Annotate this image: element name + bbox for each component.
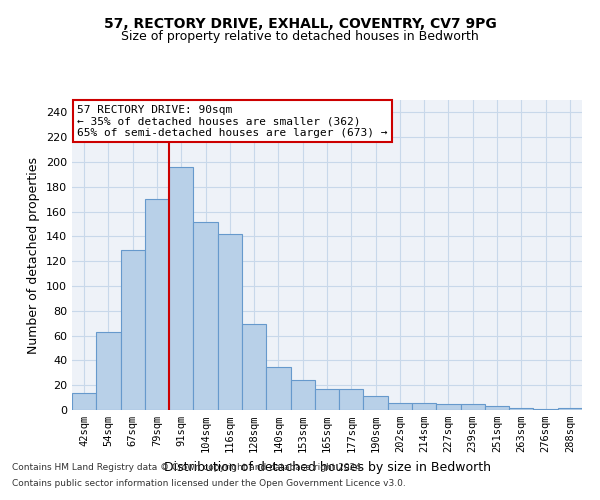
Bar	[436, 404, 461, 410]
Bar	[290, 380, 315, 410]
Bar	[485, 406, 509, 410]
Text: 57 RECTORY DRIVE: 90sqm
← 35% of detached houses are smaller (362)
65% of semi-d: 57 RECTORY DRIVE: 90sqm ← 35% of detache…	[77, 104, 388, 138]
Bar	[558, 408, 582, 410]
Bar	[218, 234, 242, 410]
Text: 57, RECTORY DRIVE, EXHALL, COVENTRY, CV7 9PG: 57, RECTORY DRIVE, EXHALL, COVENTRY, CV7…	[104, 18, 496, 32]
Bar	[193, 222, 218, 410]
Bar	[266, 366, 290, 410]
Text: Contains public sector information licensed under the Open Government Licence v3: Contains public sector information licen…	[12, 478, 406, 488]
Bar	[169, 167, 193, 410]
Text: Contains HM Land Registry data © Crown copyright and database right 2024.: Contains HM Land Registry data © Crown c…	[12, 464, 364, 472]
Bar	[533, 409, 558, 410]
Bar	[339, 389, 364, 410]
Bar	[121, 250, 145, 410]
Bar	[461, 404, 485, 410]
Bar	[509, 408, 533, 410]
Bar	[145, 199, 169, 410]
Bar	[72, 392, 96, 410]
Y-axis label: Number of detached properties: Number of detached properties	[28, 156, 40, 354]
Bar	[412, 402, 436, 410]
Bar	[364, 396, 388, 410]
Bar	[242, 324, 266, 410]
Bar	[388, 402, 412, 410]
Text: Size of property relative to detached houses in Bedworth: Size of property relative to detached ho…	[121, 30, 479, 43]
X-axis label: Distribution of detached houses by size in Bedworth: Distribution of detached houses by size …	[163, 460, 491, 473]
Bar	[96, 332, 121, 410]
Bar	[315, 389, 339, 410]
